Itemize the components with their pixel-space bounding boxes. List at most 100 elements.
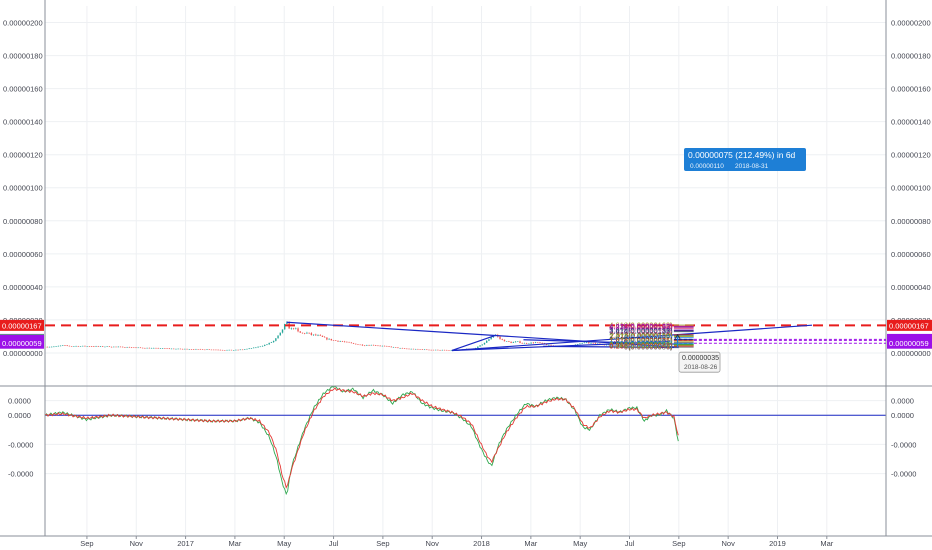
candle-body bbox=[388, 346, 390, 347]
candle-body bbox=[605, 344, 608, 346]
candle-body bbox=[290, 328, 293, 330]
candle-body bbox=[596, 343, 599, 345]
measure-callout-box[interactable] bbox=[684, 148, 806, 171]
drawing-overlay[interactable]: 4.618(0.00000169)4.414(0.00000162)4.272(… bbox=[0, 148, 932, 373]
candle-body bbox=[386, 346, 388, 347]
candle-body bbox=[303, 333, 306, 334]
candle-body bbox=[186, 348, 188, 350]
candle-body bbox=[406, 348, 408, 350]
candle-body bbox=[117, 346, 119, 348]
candle-body bbox=[310, 333, 313, 335]
candle-body bbox=[108, 346, 111, 347]
fib-level-label: 0.236(0.00000041) bbox=[609, 342, 673, 351]
candle-body bbox=[141, 347, 144, 349]
candle-body bbox=[414, 348, 417, 350]
candle-body bbox=[632, 345, 634, 346]
candle-body bbox=[521, 342, 523, 344]
candle-body bbox=[541, 342, 543, 344]
candle-body bbox=[161, 348, 164, 349]
candle-body bbox=[113, 346, 115, 348]
y-tick-label-right: 0.00000140 bbox=[891, 118, 931, 127]
candle-body bbox=[328, 338, 330, 340]
candle-body bbox=[583, 342, 586, 344]
candle-body bbox=[66, 345, 68, 346]
candle-body bbox=[272, 340, 275, 343]
candle-body bbox=[317, 335, 319, 336]
projection-arrow-head bbox=[674, 333, 681, 340]
candle-body bbox=[343, 341, 346, 343]
candle-body bbox=[346, 341, 348, 343]
candle-body bbox=[181, 348, 184, 350]
y-tick-label-left: 0.00000100 bbox=[3, 184, 43, 193]
candle-body bbox=[277, 335, 279, 339]
y-tick-label-right: 0.00000100 bbox=[891, 184, 931, 193]
candle-body bbox=[281, 329, 284, 333]
trend-line[interactable] bbox=[523, 339, 679, 345]
candle-body bbox=[268, 342, 270, 345]
x-tick-label: Mar bbox=[820, 539, 833, 548]
candle-body bbox=[193, 349, 195, 350]
candle-body bbox=[301, 332, 304, 334]
fib-level-label: 4(0.00000150) bbox=[624, 324, 673, 333]
candle-body bbox=[146, 347, 148, 349]
candle-body bbox=[352, 343, 355, 344]
candle-body bbox=[230, 349, 233, 351]
candle-body bbox=[115, 346, 117, 348]
candle-body bbox=[501, 338, 503, 340]
candle-body bbox=[630, 345, 632, 346]
candle-body bbox=[585, 342, 588, 343]
price-tag-left-text: 0.00000167 bbox=[2, 321, 42, 330]
candle-body bbox=[348, 341, 350, 343]
y-tick-label-left: 0.00000000 bbox=[3, 349, 43, 358]
candle-body bbox=[443, 349, 446, 351]
candle-body bbox=[184, 348, 186, 350]
trend-line[interactable] bbox=[543, 345, 679, 349]
candle-body bbox=[206, 349, 208, 350]
x-tick-label: May bbox=[573, 539, 587, 548]
candle-body bbox=[534, 342, 537, 344]
fib-level-label: 2(0.00000092) bbox=[624, 333, 673, 342]
trend-line[interactable] bbox=[451, 334, 497, 352]
y-tick-label-right: 0.00000060 bbox=[891, 250, 931, 259]
candle-body bbox=[337, 340, 339, 342]
candle-body bbox=[612, 345, 614, 346]
trend-line[interactable] bbox=[451, 324, 813, 352]
candle-body bbox=[308, 332, 310, 334]
start-point-date: 2018-08-26 bbox=[684, 364, 718, 371]
candle-body bbox=[421, 349, 424, 350]
candle-body bbox=[170, 348, 173, 350]
y-tick-label-left: 0.00000080 bbox=[3, 217, 43, 226]
candle-body bbox=[155, 347, 157, 349]
candle-body bbox=[450, 350, 452, 351]
candle-body bbox=[64, 345, 66, 346]
oscillator-pane[interactable] bbox=[44, 385, 886, 496]
y-tick-label-left: 0.00000060 bbox=[3, 250, 43, 259]
candle-body bbox=[486, 340, 488, 343]
candle-body bbox=[266, 344, 268, 346]
candle-body bbox=[437, 349, 439, 351]
candle-body bbox=[488, 339, 490, 341]
candle-body bbox=[219, 349, 222, 351]
start-point-tooltip bbox=[678, 351, 721, 373]
candle-body bbox=[259, 346, 262, 348]
candle-body bbox=[48, 346, 51, 348]
candle-body bbox=[448, 350, 450, 351]
candle-body bbox=[153, 347, 155, 349]
candle-body bbox=[439, 350, 441, 351]
trend-line[interactable] bbox=[286, 321, 679, 348]
candle-body bbox=[226, 349, 228, 351]
candle-body bbox=[70, 346, 73, 347]
candle-body bbox=[539, 342, 541, 343]
candle-body bbox=[397, 347, 399, 349]
candle-body bbox=[512, 342, 515, 343]
x-tick-label: 2019 bbox=[769, 539, 786, 548]
candle-body bbox=[636, 345, 639, 347]
measure-callout-date: 2018-08-31 bbox=[735, 163, 769, 170]
candle-body bbox=[579, 343, 581, 345]
candle-body bbox=[446, 349, 448, 351]
candle-body bbox=[366, 345, 368, 346]
candle-body bbox=[321, 335, 324, 337]
x-tick-label: Mar bbox=[228, 539, 241, 548]
fib-level-label: 1.272(0.00000071) bbox=[609, 337, 673, 346]
